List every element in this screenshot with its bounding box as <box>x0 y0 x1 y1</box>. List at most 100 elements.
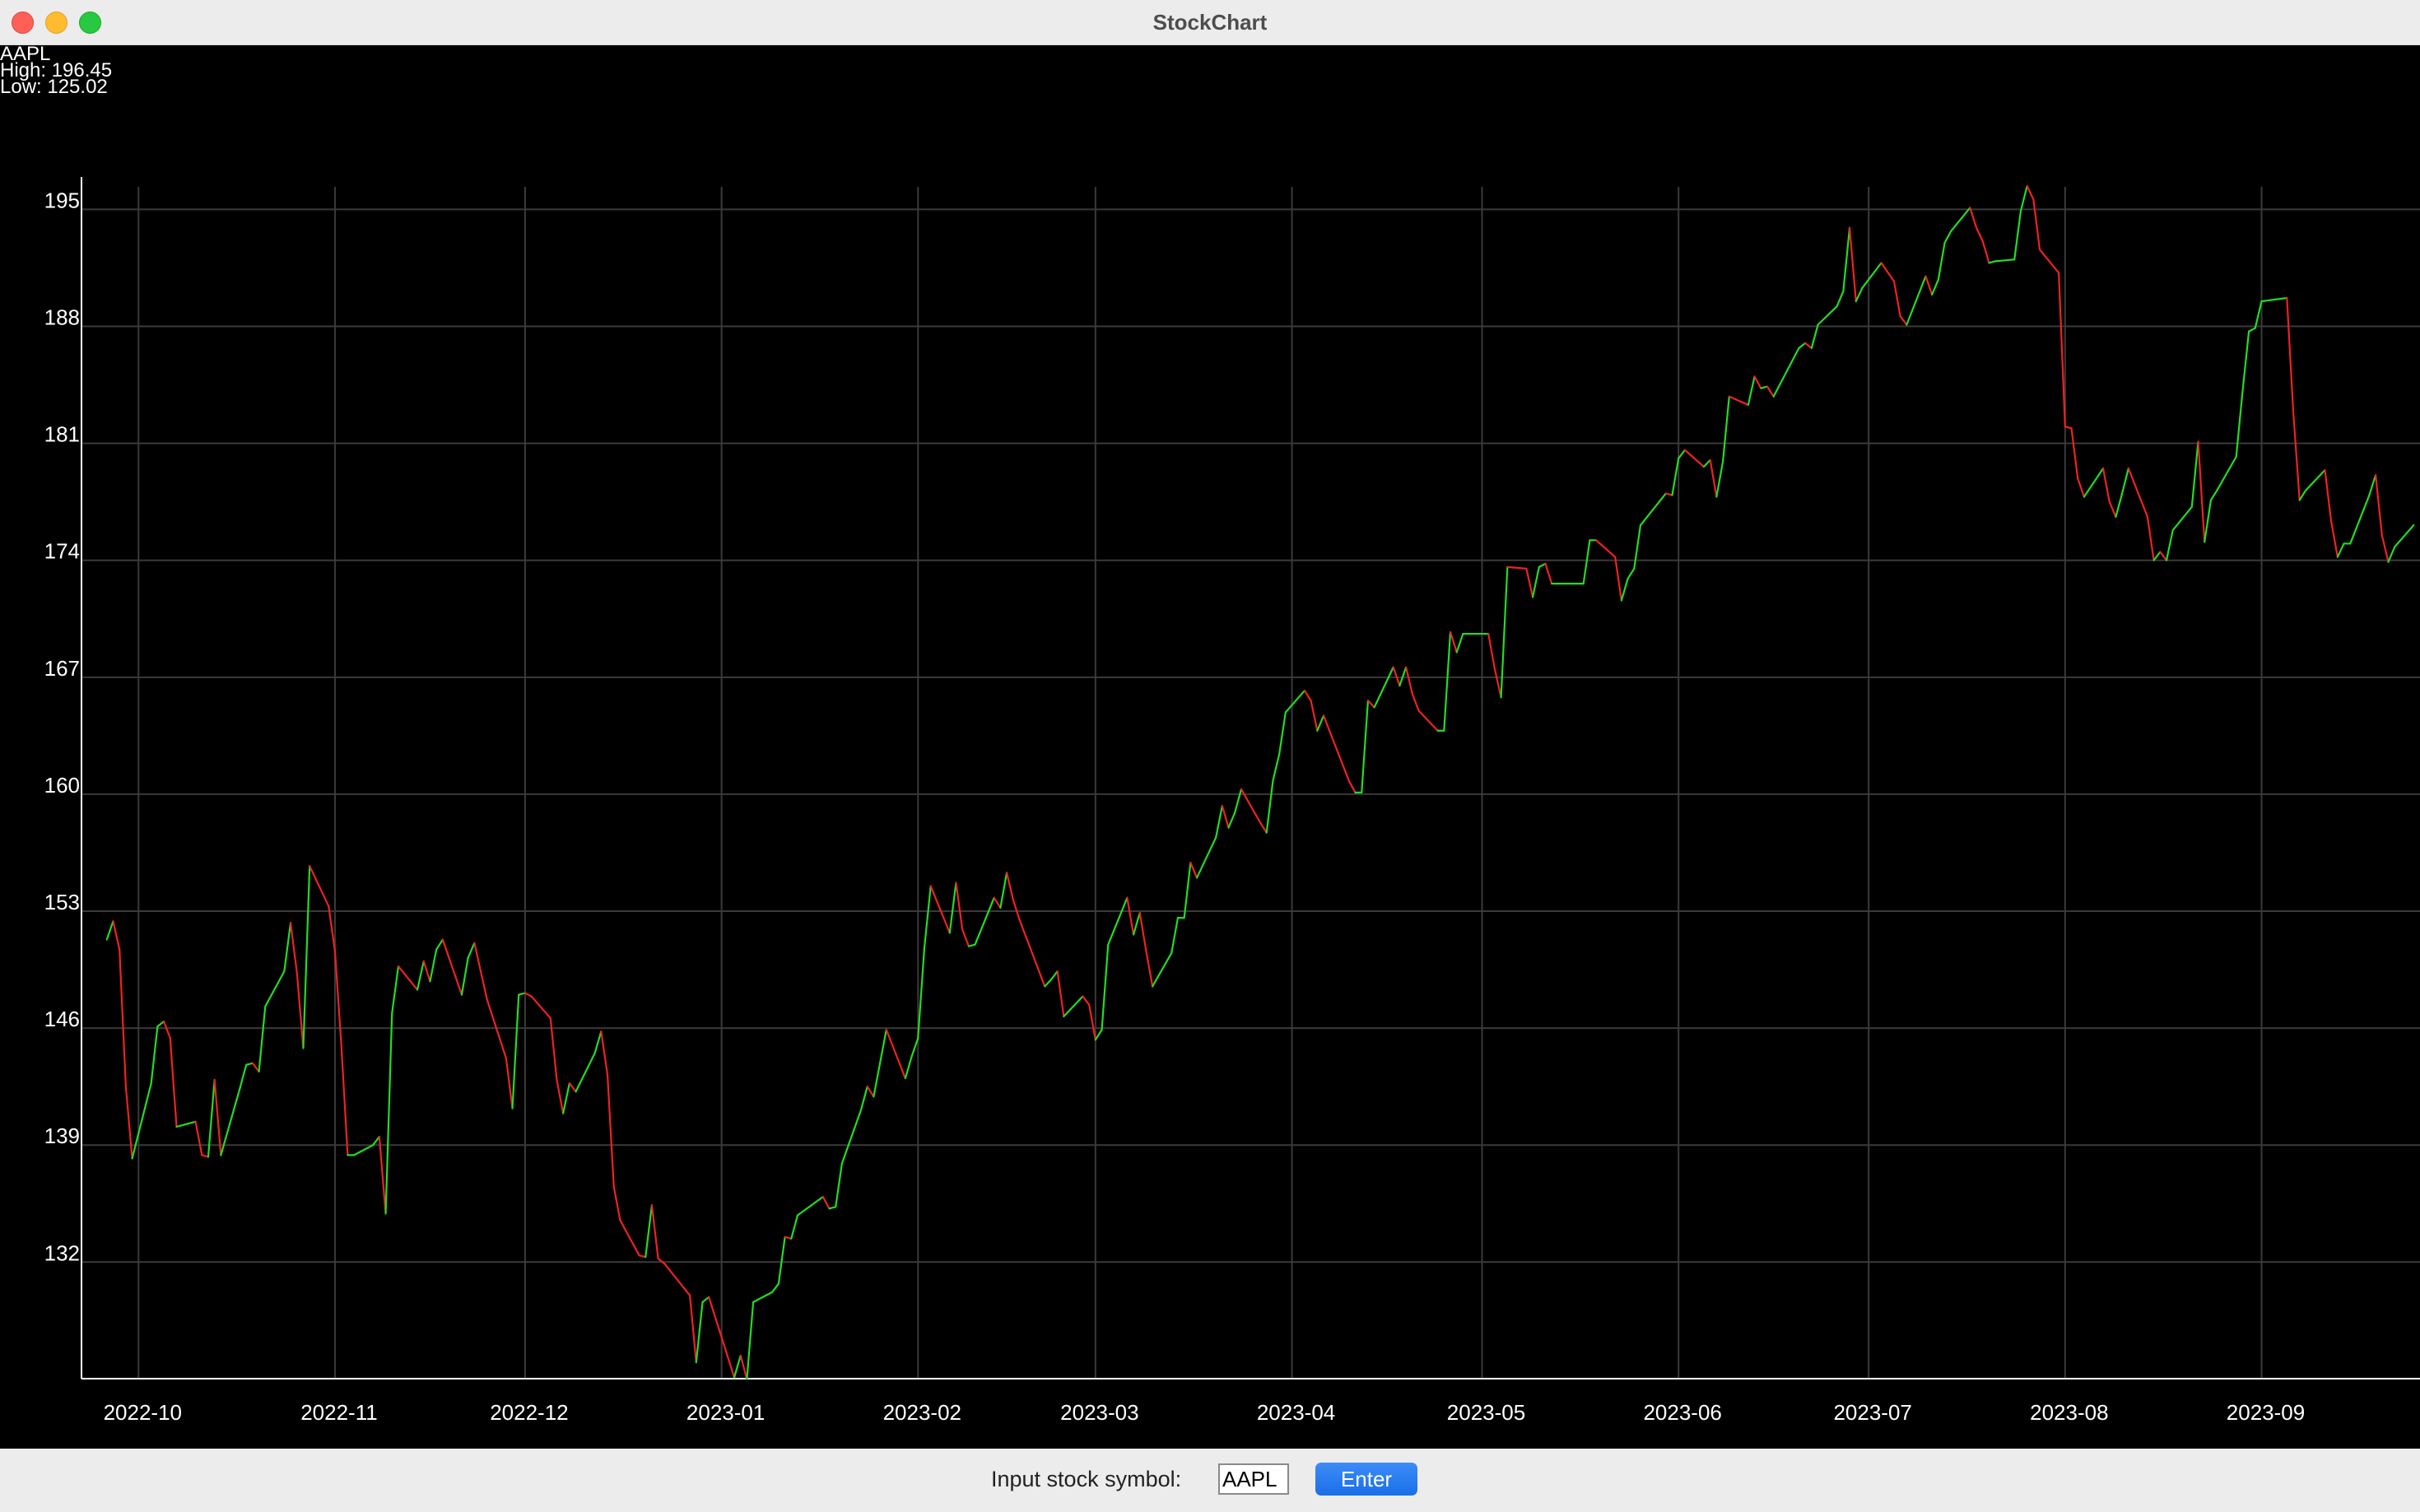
price-segment <box>220 1087 241 1156</box>
price-segment <box>1544 562 1553 585</box>
price-segment <box>784 1235 793 1240</box>
price-segment <box>917 947 926 1040</box>
x-tick-label: 2023-07 <box>1833 1400 1911 1425</box>
price-segment <box>1044 979 1053 988</box>
price-segment <box>1538 562 1547 568</box>
price-segment <box>1595 539 1617 558</box>
y-tick-label: 174 <box>44 539 80 564</box>
price-segment <box>955 882 964 931</box>
price-segment <box>1493 668 1502 699</box>
price-segment <box>1969 207 1978 229</box>
price-segment <box>1487 632 1496 670</box>
price-segment <box>1227 812 1236 829</box>
price-segment <box>302 865 311 1049</box>
price-segment <box>1721 395 1730 463</box>
price-segment <box>2019 184 2028 212</box>
price-segment <box>556 1078 565 1114</box>
price-segment <box>929 885 951 934</box>
y-tick-label: 160 <box>44 773 80 798</box>
price-segment <box>131 1082 152 1160</box>
price-segment <box>1532 565 1540 598</box>
price-segment <box>2260 296 2288 303</box>
price-segment <box>650 1204 659 1260</box>
price-segment <box>2101 467 2111 503</box>
price-segment <box>885 1029 906 1080</box>
price-segment <box>1709 458 1718 498</box>
price-segment <box>1753 375 1762 389</box>
price-segment <box>1715 460 1724 498</box>
price-segment <box>1411 693 1420 712</box>
price-segment <box>1455 632 1464 654</box>
price-segment <box>2197 440 2206 543</box>
price-segment <box>1664 492 1673 496</box>
enter-button[interactable]: Enter <box>1315 1463 1417 1496</box>
price-segment <box>1405 666 1413 696</box>
price-segment <box>1766 385 1775 398</box>
price-segment <box>2127 467 2149 519</box>
price-segment <box>575 1052 596 1093</box>
y-tick-label: 139 <box>44 1124 80 1148</box>
price-segment <box>2077 477 2086 498</box>
y-tick-label: 195 <box>44 188 80 212</box>
price-segment <box>422 960 431 983</box>
price-segment <box>296 972 305 1049</box>
x-tick-label: 2023-04 <box>1257 1400 1335 1425</box>
price-segment <box>600 1030 609 1077</box>
price-segment <box>1931 278 1939 296</box>
price-segment <box>1892 280 1901 318</box>
x-tick-label: 2023-05 <box>1447 1400 1525 1425</box>
y-tick-label: 188 <box>44 305 80 330</box>
y-tick-label: 132 <box>44 1240 80 1265</box>
price-segment <box>264 970 286 1007</box>
price-segment <box>1310 700 1319 732</box>
x-tick-label: 2023-01 <box>686 1400 765 1425</box>
price-segment <box>1525 567 1534 598</box>
price-segment <box>657 1258 666 1265</box>
price-segment <box>1899 315 1908 326</box>
price-segment <box>1005 872 1014 900</box>
price-segment <box>283 922 292 973</box>
price-segment <box>2298 489 2307 501</box>
price-segment <box>2083 467 2105 498</box>
price-segment <box>866 1086 875 1098</box>
price-segment <box>2380 534 2390 563</box>
price-segment <box>2159 551 2168 561</box>
price-segment <box>1366 700 1375 709</box>
price-segment <box>562 1082 570 1114</box>
price-segment <box>2121 467 2129 495</box>
price-segment <box>169 1037 178 1128</box>
stock-chart-panel: 132 139 146 153 160 167 174 181 188 195 2022-10 202… <box>0 44 2420 1449</box>
price-segment <box>974 896 995 946</box>
price-segment <box>2058 272 2066 428</box>
price-segment <box>1183 862 1192 919</box>
maximize-window-button[interactable] <box>79 12 101 34</box>
price-segment <box>771 1282 780 1293</box>
price-segment <box>1361 700 1370 793</box>
price-segment <box>1861 262 1882 289</box>
close-window-button[interactable] <box>12 12 34 34</box>
price-segment <box>1195 836 1217 879</box>
price-segment <box>835 1162 844 1208</box>
price-segment <box>1950 207 1971 232</box>
price-segment <box>1347 779 1357 793</box>
price-segment <box>948 882 957 934</box>
x-tick-label: 2022-11 <box>300 1400 378 1425</box>
price-segment <box>175 1120 197 1128</box>
price-segment <box>194 1120 203 1156</box>
symbol-input[interactable] <box>1218 1463 1289 1495</box>
price-segment <box>2216 455 2237 491</box>
price-segment <box>2349 494 2371 545</box>
x-tick-label: 2022-10 <box>104 1400 182 1425</box>
price-segment <box>923 885 932 949</box>
price-segment <box>1240 788 1262 824</box>
price-segment <box>993 896 1002 910</box>
price-segment <box>1049 970 1059 981</box>
price-segment <box>733 1354 742 1379</box>
price-segment <box>156 1020 165 1028</box>
price-segment <box>1132 911 1141 936</box>
price-segment <box>828 1206 837 1210</box>
price-segment <box>1975 226 1984 243</box>
price-segment <box>1107 896 1129 946</box>
price-segment <box>524 992 533 998</box>
minimize-window-button[interactable] <box>45 12 67 34</box>
